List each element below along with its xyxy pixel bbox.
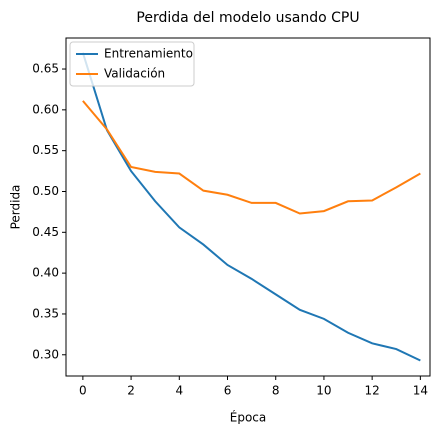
x-tick-label: 4 bbox=[175, 384, 183, 398]
y-tick-label: 0.55 bbox=[32, 143, 59, 157]
y-tick-label: 0.35 bbox=[32, 306, 59, 320]
y-tick-label: 0.60 bbox=[32, 102, 59, 116]
y-tick-label: 0.45 bbox=[32, 225, 59, 239]
x-tick-label: 6 bbox=[224, 384, 232, 398]
y-tick-label: 0.30 bbox=[32, 347, 59, 361]
x-tick-label: 14 bbox=[413, 384, 428, 398]
chart-title: Perdida del modelo usando CPU bbox=[136, 10, 359, 26]
y-tick-label: 0.65 bbox=[32, 62, 59, 76]
line-series bbox=[81, 52, 421, 362]
x-tick-label: 10 bbox=[316, 384, 331, 398]
y-tick-label: 0.50 bbox=[32, 184, 59, 198]
legend-label: Validación bbox=[104, 67, 165, 81]
x-tick-label: 8 bbox=[272, 384, 280, 398]
x-axis-label: Época bbox=[230, 410, 267, 425]
line-series bbox=[82, 100, 421, 215]
x-tick-label: 12 bbox=[365, 384, 380, 398]
x-tick-label: 2 bbox=[127, 384, 135, 398]
legend-label: Entrenamiento bbox=[104, 47, 193, 61]
legend-box bbox=[69, 41, 195, 87]
x-tick-label: 0 bbox=[79, 384, 87, 398]
plot-frame bbox=[65, 37, 431, 377]
y-axis-label: Perdida bbox=[9, 185, 23, 230]
y-tick-label: 0.40 bbox=[32, 266, 59, 280]
